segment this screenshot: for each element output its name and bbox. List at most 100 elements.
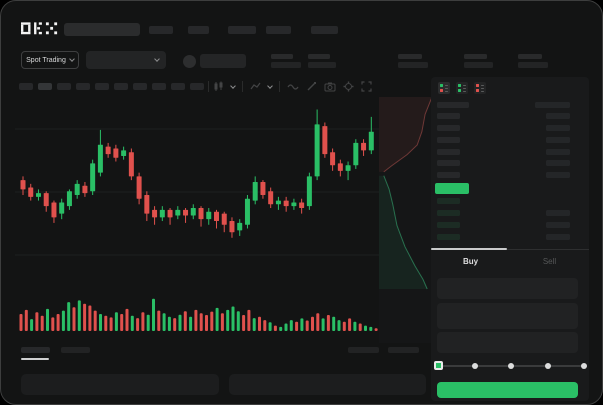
line-tool-icon[interactable] <box>287 81 299 92</box>
candle <box>136 176 142 199</box>
candle <box>368 131 374 151</box>
timeframe-button-2[interactable] <box>57 83 71 90</box>
amount-slider-handle[interactable] <box>434 361 443 370</box>
candle <box>28 187 34 197</box>
ask-row-3[interactable] <box>431 149 589 155</box>
book-bids-icon[interactable] <box>456 82 468 94</box>
indicators-icon[interactable] <box>250 81 261 92</box>
order-input-2[interactable] <box>437 332 578 353</box>
candle <box>314 124 320 177</box>
market-mode-dropdown[interactable]: Spot Trading <box>21 51 79 69</box>
candle <box>306 176 312 207</box>
order-input-1[interactable] <box>437 303 578 329</box>
chevron-down-icon[interactable] <box>267 82 273 89</box>
nav-item-1[interactable] <box>188 26 209 34</box>
lower-tab-3[interactable] <box>388 347 419 353</box>
camera-icon[interactable] <box>324 81 336 92</box>
candle <box>43 193 49 207</box>
active-tab-underline <box>21 358 49 360</box>
ticker-stat-3 <box>464 54 493 68</box>
lower-tab-0[interactable] <box>21 347 50 353</box>
timeframe-button-6[interactable] <box>133 83 147 90</box>
lower-tab-1[interactable] <box>61 347 90 353</box>
timeframe-button-1[interactable] <box>38 83 52 90</box>
candle <box>275 200 281 205</box>
ask-row-5[interactable] <box>431 172 589 178</box>
book-asks-icon[interactable] <box>474 82 486 94</box>
pair-select-dropdown[interactable] <box>86 51 166 69</box>
tab-buy[interactable]: Buy <box>462 257 479 266</box>
search-input[interactable] <box>64 23 140 36</box>
candle <box>82 185 88 194</box>
candle <box>159 209 165 218</box>
candle <box>260 181 266 195</box>
okx-logo[interactable] <box>21 22 59 37</box>
candle <box>190 208 196 216</box>
volume-chart <box>19 298 378 331</box>
bottom-panel-0[interactable] <box>21 374 219 395</box>
chevron-down-icon[interactable] <box>230 82 236 89</box>
candle <box>175 209 181 216</box>
candle <box>66 191 72 207</box>
bid-row-3[interactable] <box>431 234 589 240</box>
candlestick-chart[interactable] <box>15 98 381 294</box>
candle <box>322 126 328 155</box>
buy-submit-button[interactable] <box>437 382 578 398</box>
candle <box>51 202 57 218</box>
candle <box>221 213 227 225</box>
candle <box>337 163 343 171</box>
timeframe-button-8[interactable] <box>171 83 185 90</box>
bid-row-0[interactable] <box>431 198 589 204</box>
candle <box>20 180 26 190</box>
ask-row-2[interactable] <box>431 137 589 143</box>
candle-style-icon[interactable] <box>213 81 224 92</box>
orderbook-header[interactable] <box>431 102 589 108</box>
slider-stop-4[interactable] <box>581 363 587 369</box>
settings-icon[interactable] <box>343 81 354 92</box>
timeframe-button-5[interactable] <box>114 83 128 90</box>
ask-row-1[interactable] <box>431 125 589 131</box>
ticker-stat-0 <box>271 54 301 68</box>
candle <box>345 165 351 171</box>
candle <box>113 148 119 158</box>
candle <box>128 152 134 177</box>
draw-icon[interactable] <box>306 81 317 92</box>
wallet-button[interactable] <box>200 54 246 68</box>
tab-sell[interactable]: Sell <box>542 257 557 266</box>
candle <box>268 191 274 205</box>
book-both-icon[interactable] <box>438 82 450 94</box>
candle <box>152 209 158 218</box>
order-input-0[interactable] <box>437 278 578 299</box>
timeframe-button-7[interactable] <box>152 83 166 90</box>
ask-row-4[interactable] <box>431 160 589 166</box>
lower-tab-2[interactable] <box>348 347 379 353</box>
nav-item-3[interactable] <box>266 26 291 34</box>
bid-row-2[interactable] <box>431 222 589 228</box>
timeframe-button-9[interactable] <box>190 83 204 90</box>
avatar[interactable] <box>183 55 196 68</box>
slider-stop-3[interactable] <box>544 363 551 369</box>
bottom-panel-1[interactable] <box>229 374 426 395</box>
timeframe-button-4[interactable] <box>95 83 109 90</box>
candle <box>206 211 212 220</box>
last-price-badge[interactable] <box>435 183 469 194</box>
fullscreen-icon[interactable] <box>361 81 372 92</box>
slider-stop-1[interactable] <box>471 363 478 369</box>
timeframe-button-0[interactable] <box>19 83 33 90</box>
divider <box>242 81 243 92</box>
ask-row-0[interactable] <box>431 113 589 119</box>
candle <box>330 152 336 166</box>
nav-item-4[interactable] <box>311 26 338 34</box>
timeframe-button-3[interactable] <box>76 83 90 90</box>
depth-chart <box>379 97 432 343</box>
nav-item-2[interactable] <box>228 26 256 34</box>
nav-item-0[interactable] <box>149 26 173 34</box>
candle <box>59 202 65 214</box>
candle <box>283 200 289 207</box>
candle <box>361 142 367 151</box>
slider-stop-2[interactable] <box>508 363 514 369</box>
bid-row-1[interactable] <box>431 210 589 216</box>
buy-tab-underline <box>431 248 507 250</box>
candle <box>97 144 103 173</box>
